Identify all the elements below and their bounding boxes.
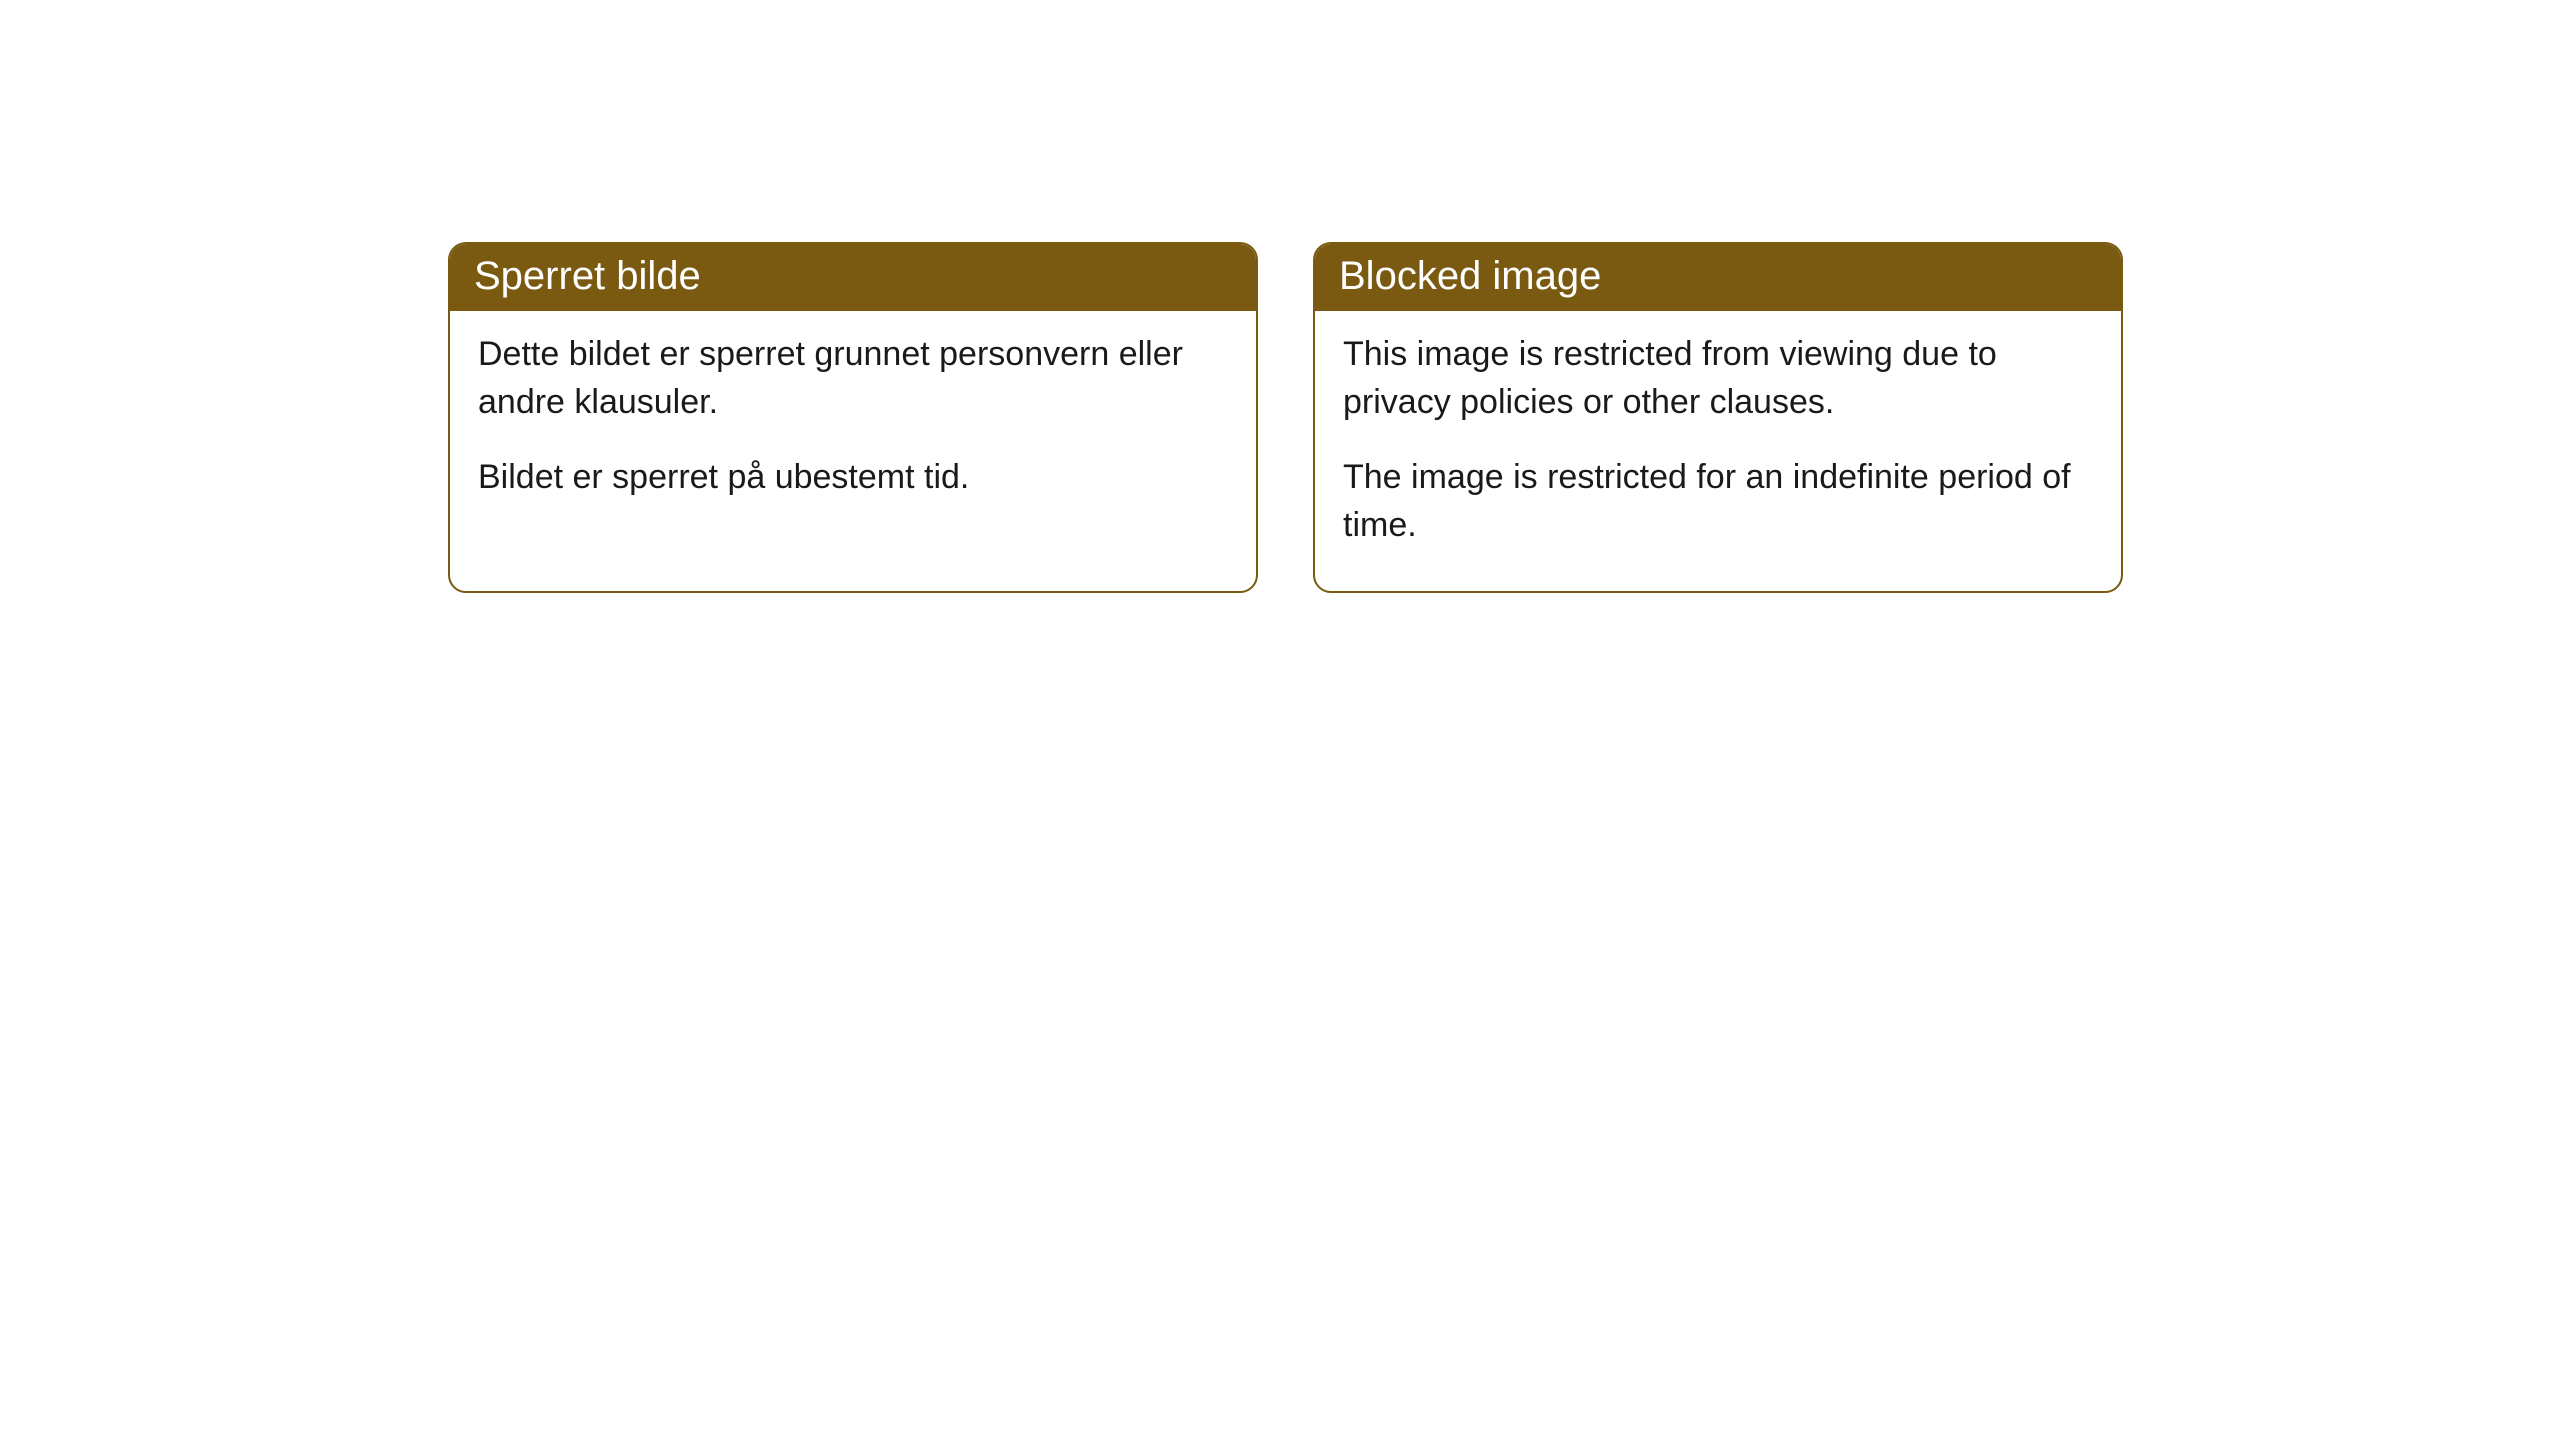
card-body-norwegian: Dette bildet er sperret grunnet personve…: [450, 311, 1256, 544]
card-paragraph-2: The image is restricted for an indefinit…: [1343, 454, 2093, 549]
card-body-english: This image is restricted from viewing du…: [1315, 311, 2121, 591]
card-paragraph-1: This image is restricted from viewing du…: [1343, 331, 2093, 426]
notice-card-english: Blocked image This image is restricted f…: [1313, 242, 2123, 593]
notice-card-norwegian: Sperret bilde Dette bildet er sperret gr…: [448, 242, 1258, 593]
card-paragraph-1: Dette bildet er sperret grunnet personve…: [478, 331, 1228, 426]
card-paragraph-2: Bildet er sperret på ubestemt tid.: [478, 454, 1228, 502]
card-header-english: Blocked image: [1315, 244, 2121, 311]
notice-cards-container: Sperret bilde Dette bildet er sperret gr…: [0, 0, 2560, 593]
card-header-norwegian: Sperret bilde: [450, 244, 1256, 311]
